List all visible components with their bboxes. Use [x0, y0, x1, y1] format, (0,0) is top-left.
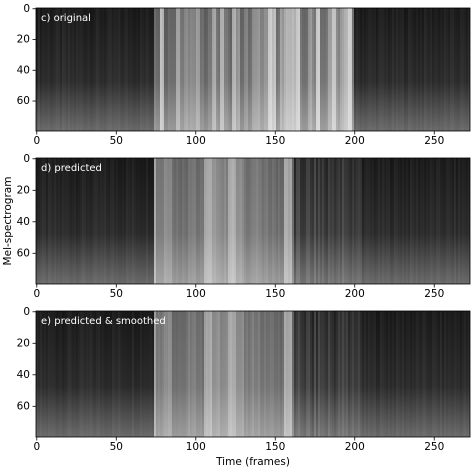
y-tick-label: 20 [17, 184, 30, 196]
y-tick-label: 60 [17, 247, 30, 259]
image-shading [36, 158, 470, 284]
x-tick-label: 0 [33, 288, 40, 300]
y-tick-label: 40 [17, 216, 30, 228]
axes-frame [35, 310, 471, 438]
spectrogram [36, 8, 470, 131]
x-tick-label: 200 [345, 288, 365, 300]
x-tick-label: 100 [186, 441, 206, 453]
spectrogram [36, 311, 470, 437]
y-tick-label: 60 [17, 95, 30, 107]
y-tick-label: 20 [17, 34, 30, 46]
image-shading [36, 8, 470, 131]
x-tick-label: 250 [424, 441, 444, 453]
panel-title: e) predicted & smoothed [41, 316, 166, 327]
y-tick-label: 40 [17, 64, 30, 76]
spectrogram [36, 158, 470, 284]
axes-frame [35, 7, 471, 132]
y-tick-label: 0 [23, 306, 30, 318]
panel-title: d) predicted [41, 163, 102, 174]
x-tick-label: 200 [345, 135, 365, 147]
x-tick-label: 200 [345, 441, 365, 453]
x-tick-label: 0 [33, 135, 40, 147]
x-tick-label: 0 [33, 441, 40, 453]
image-shading [36, 311, 470, 437]
x-tick-label: 250 [424, 288, 444, 300]
x-tick-label: 100 [186, 135, 206, 147]
y-tick-label: 60 [17, 400, 30, 412]
x-axis-label: Time (frames) [215, 456, 290, 468]
y-tick-label: 40 [17, 369, 30, 381]
y-tick-label: 20 [17, 337, 30, 349]
x-tick-label: 100 [186, 288, 206, 300]
y-axis-label: Mel-spectrogram [2, 177, 14, 266]
x-tick-label: 150 [265, 288, 285, 300]
panel-title: c) original [41, 13, 91, 24]
x-tick-label: 50 [110, 135, 123, 147]
x-tick-label: 50 [110, 441, 123, 453]
y-tick-label: 0 [23, 153, 30, 165]
x-tick-label: 250 [424, 135, 444, 147]
y-tick-label: 0 [23, 3, 30, 15]
x-tick-label: 150 [265, 441, 285, 453]
x-tick-label: 50 [110, 288, 123, 300]
x-tick-label: 150 [265, 135, 285, 147]
axes-frame [35, 157, 471, 285]
